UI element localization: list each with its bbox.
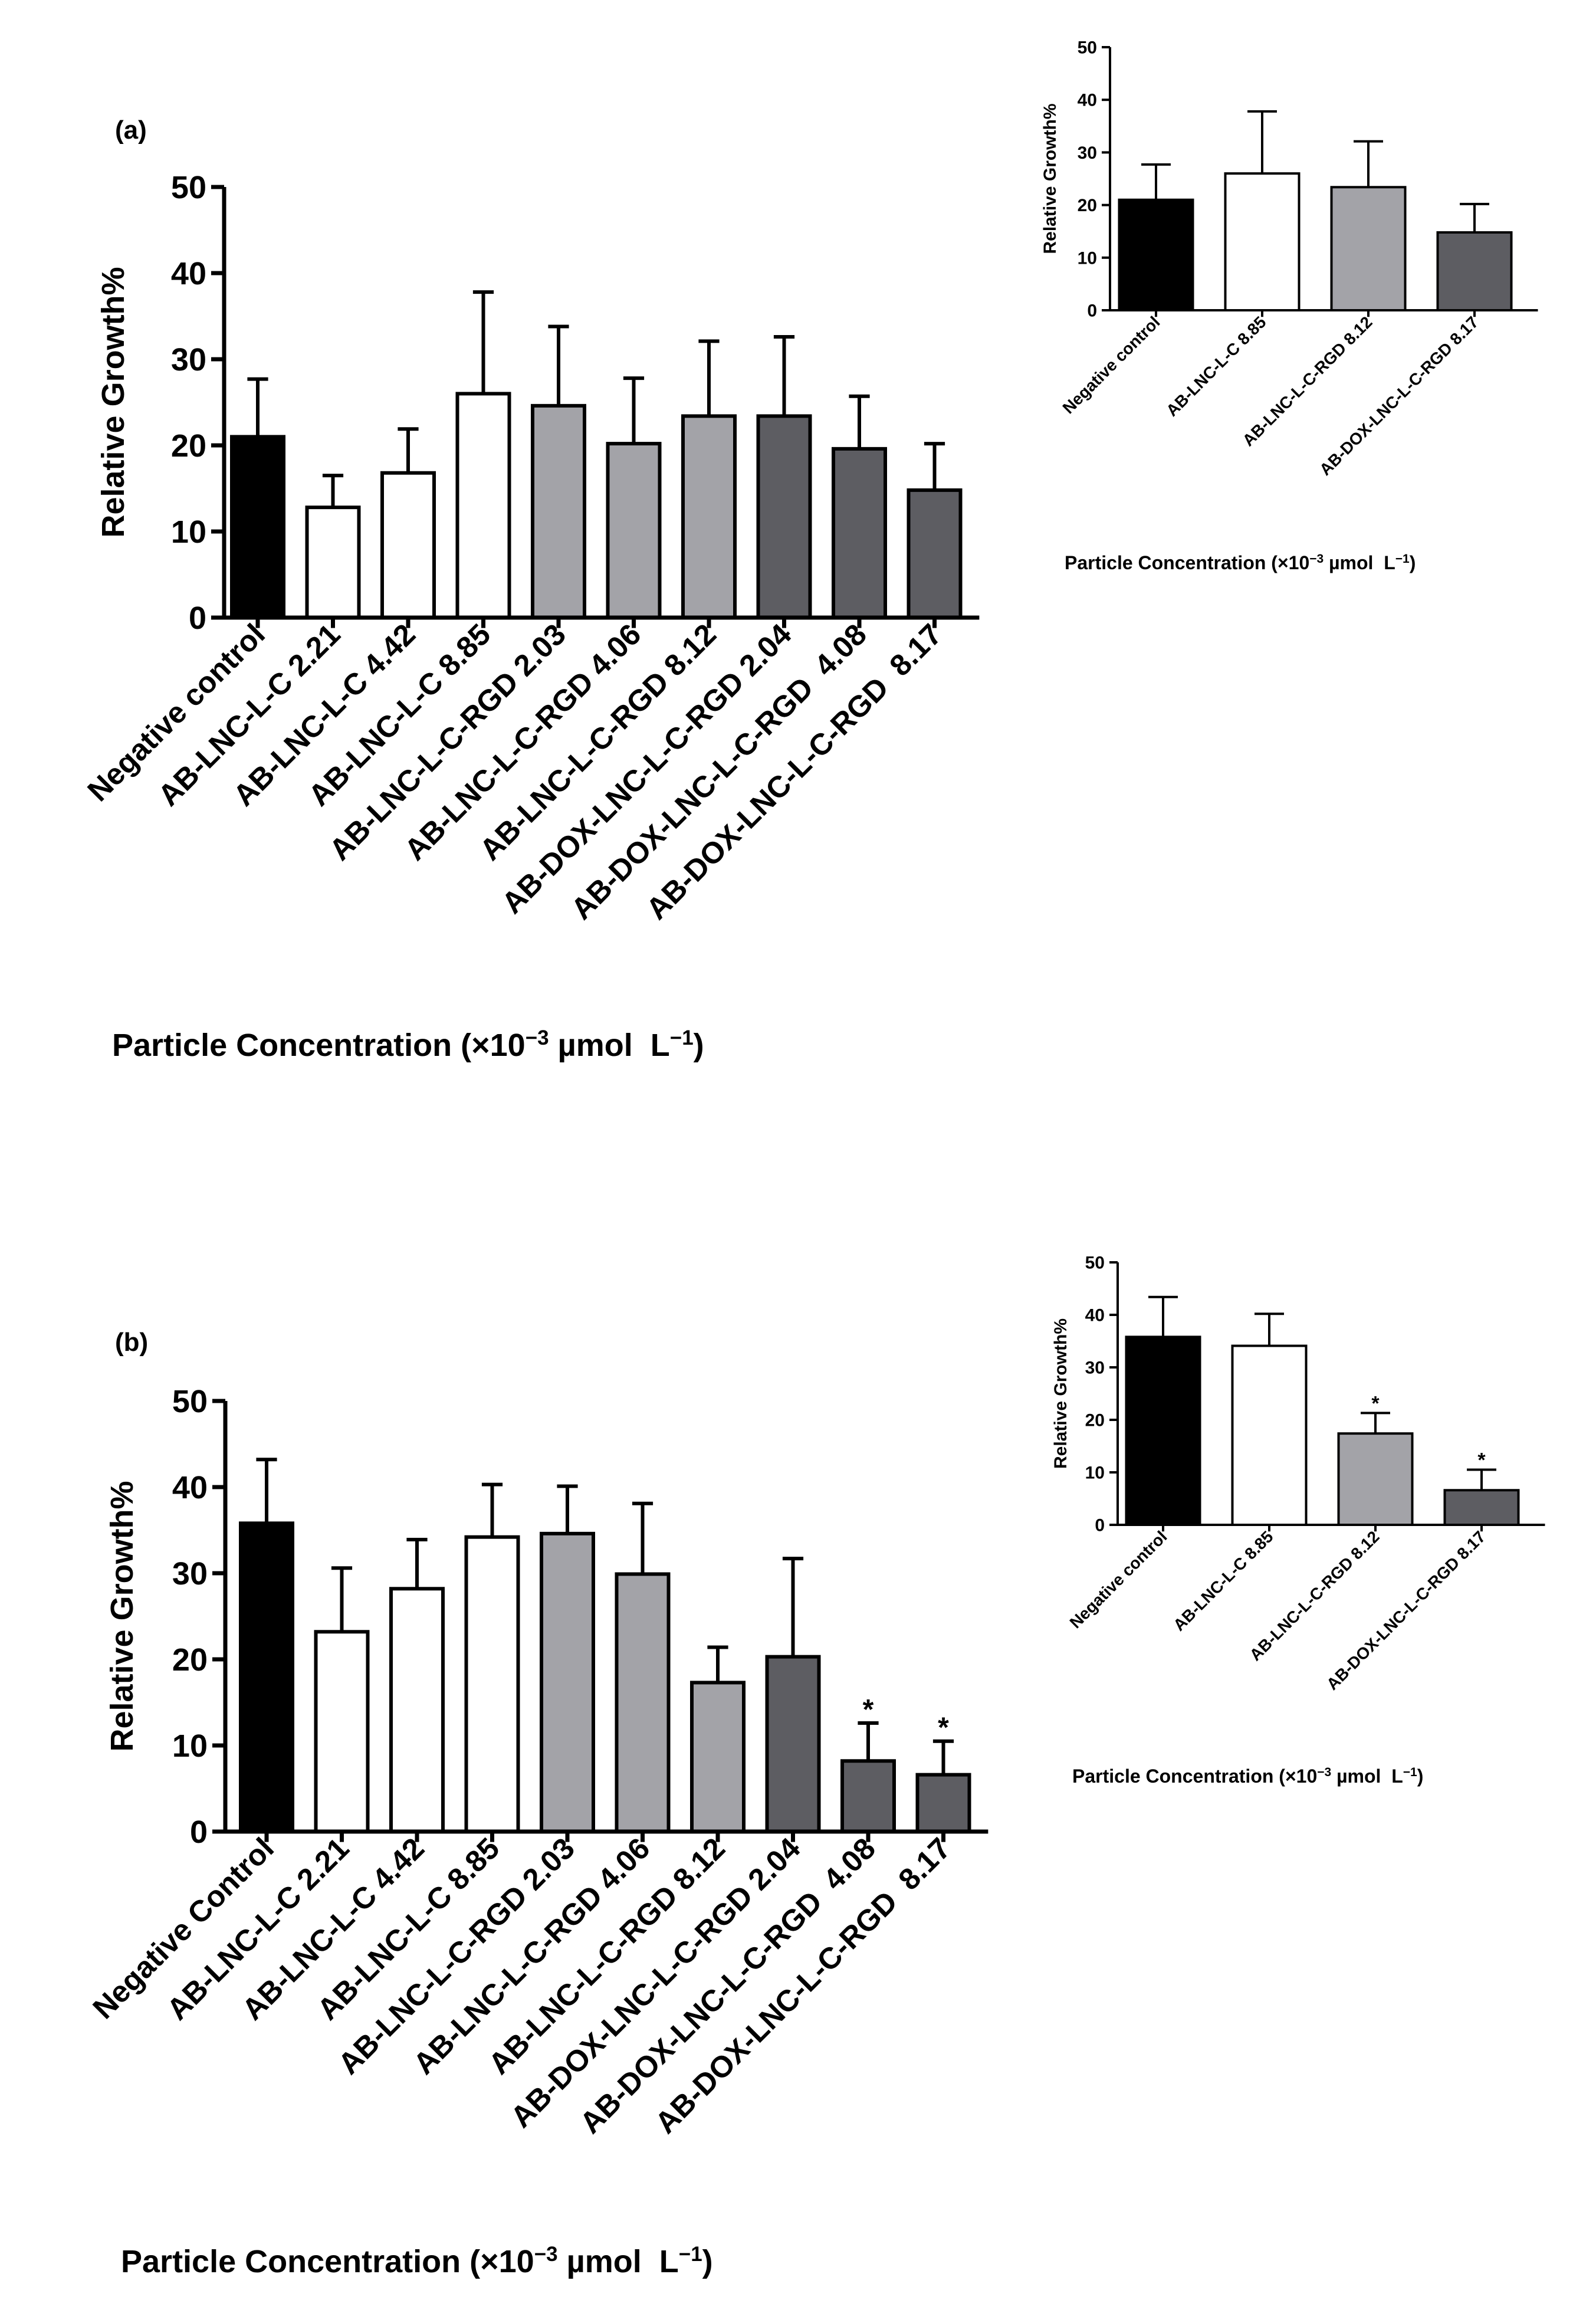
b-main-bar-9	[915, 1773, 971, 1833]
b-main-bar-7	[765, 1655, 821, 1834]
a-main-ytick-label-4: 40	[171, 256, 206, 291]
b-main-x-axis-title-xlabel-pre: Particle Concentration (×10	[121, 2244, 534, 2279]
b-inset-y-axis-title: Relative Growth%	[1051, 1318, 1070, 1469]
a-inset-x-axis-title-xlabel-post: )	[1410, 552, 1416, 573]
b-inset-x-axis-title-xlabel-exp1: −3	[1317, 1766, 1331, 1779]
b-inset-bar-2	[1337, 1432, 1414, 1526]
b-main-x-axis-title-xlabel-exp1: −3	[534, 2243, 558, 2266]
b-main-x-axis-title-xlabel-post: )	[702, 2244, 713, 2279]
a-inset-ytick-label-0: 0	[1087, 301, 1097, 321]
a-inset-y-axis-title: Relative Growth%	[1040, 103, 1060, 254]
panel-label-a: (a)	[115, 116, 147, 145]
a-inset-ytick-label-4: 40	[1078, 91, 1097, 110]
a-inset-x-axis-title: Particle Concentration (×10−3 µmol L−1)	[1065, 552, 1416, 574]
a-main-bar-4	[531, 403, 586, 620]
b-inset-ytick-label-5: 50	[1085, 1253, 1105, 1273]
a-inset-ytick-label-1: 10	[1078, 248, 1097, 268]
a-main-ytick-label-0: 0	[189, 600, 206, 636]
b-main-bar-2	[389, 1587, 445, 1834]
a-inset-bar-1	[1224, 172, 1301, 311]
a-main-bar-6	[681, 414, 737, 619]
a-main-bar-8	[832, 447, 887, 620]
b-main-bar-0	[239, 1521, 294, 1834]
a-inset-bar-3	[1436, 231, 1513, 312]
b-inset-bar-1	[1231, 1344, 1308, 1526]
a-main-x-axis-title-xlabel-exp1: −3	[526, 1026, 549, 1049]
b-main-ytick-label-1: 10	[172, 1728, 208, 1764]
a-main-ytick-label-5: 50	[171, 170, 206, 205]
b-inset-bar-3	[1443, 1489, 1520, 1527]
a-main-bar-3	[455, 392, 511, 620]
b-main-bar-5	[615, 1572, 671, 1833]
b-main-ytick-label-2: 20	[172, 1642, 208, 1678]
a-main-x-axis-title-xlabel-pre: Particle Concentration (×10	[112, 1028, 526, 1063]
b-main-ytick-label-0: 0	[190, 1814, 208, 1850]
a-inset-bar-0	[1118, 198, 1194, 311]
a-main-bar-9	[907, 488, 963, 619]
a-main-x-axis-title-xlabel-mid: µmol L	[549, 1028, 670, 1063]
b-main-bar-1	[314, 1630, 370, 1834]
b-inset-bar-0	[1125, 1335, 1201, 1526]
a-inset-ytick-label-2: 20	[1078, 196, 1097, 215]
a-main-y-axis-title: Relative Growth%	[96, 267, 131, 537]
a-main-ytick-label-3: 30	[171, 342, 206, 378]
b-main-ytick-label-5: 50	[172, 1384, 208, 1419]
b-main-significance-9: *	[938, 1712, 949, 1744]
b-inset-x-axis-title: Particle Concentration (×10−3 µmol L−1)	[1072, 1766, 1423, 1787]
a-main-bar-1	[305, 506, 361, 619]
a-inset-ytick-label-3: 30	[1078, 143, 1097, 163]
a-inset-bar-2	[1330, 186, 1407, 311]
a-main-x-axis-title-xlabel-exp2: −1	[670, 1026, 694, 1049]
a-inset-x-axis-title-xlabel-mid: µmol L	[1324, 552, 1395, 573]
b-main-bar-6	[690, 1681, 746, 1833]
b-inset-ytick-label-3: 30	[1085, 1358, 1105, 1378]
a-inset-x-axis-title-xlabel-pre: Particle Concentration (×10	[1065, 552, 1309, 573]
b-inset-significance-3: *	[1477, 1449, 1486, 1471]
a-main-bar-2	[380, 471, 436, 619]
b-main-y-axis-title: Relative Growth%	[104, 1481, 140, 1751]
a-inset-ytick-label-5: 50	[1078, 38, 1097, 58]
b-main-ytick-label-4: 40	[172, 1470, 208, 1505]
b-main-significance-8: *	[863, 1694, 874, 1725]
a-main-bar-0	[230, 435, 285, 620]
b-main-bar-4	[540, 1531, 595, 1834]
a-main-bar-5	[606, 442, 662, 620]
b-inset-ytick-label-1: 10	[1085, 1463, 1105, 1483]
b-main-bar-8	[840, 1759, 896, 1834]
b-inset-x-axis-title-xlabel-post: )	[1417, 1766, 1424, 1787]
a-inset-x-axis-title-xlabel-exp1: −3	[1309, 552, 1324, 566]
a-main-x-axis-title-xlabel-post: )	[694, 1028, 704, 1063]
a-inset-x-axis-title-xlabel-exp2: −1	[1395, 552, 1410, 566]
b-main-bar-3	[464, 1535, 520, 1833]
b-inset-x-axis-title-xlabel-mid: µmol L	[1331, 1766, 1403, 1787]
a-main-ytick-label-2: 20	[171, 428, 206, 464]
b-inset-significance-2: *	[1371, 1392, 1380, 1415]
a-main-ytick-label-1: 10	[171, 514, 206, 550]
b-main-x-axis-title-xlabel-mid: µmol L	[558, 2244, 679, 2279]
panel-label-b: (b)	[115, 1328, 148, 1357]
a-main-x-axis-title: Particle Concentration (×10−3 µmol L−1)	[112, 1026, 704, 1064]
a-main-bar-7	[756, 414, 812, 619]
b-inset-ytick-label-4: 40	[1085, 1306, 1105, 1325]
b-inset-x-axis-title-xlabel-pre: Particle Concentration (×10	[1072, 1766, 1317, 1787]
b-inset-ytick-label-2: 20	[1085, 1411, 1105, 1430]
b-main-ytick-label-3: 30	[172, 1556, 208, 1592]
b-inset-x-axis-title-xlabel-exp2: −1	[1403, 1766, 1417, 1779]
b-main-x-axis-title: Particle Concentration (×10−3 µmol L−1)	[121, 2243, 713, 2280]
b-inset-ytick-label-0: 0	[1095, 1516, 1105, 1535]
b-main-x-axis-title-xlabel-exp2: −1	[679, 2243, 702, 2266]
